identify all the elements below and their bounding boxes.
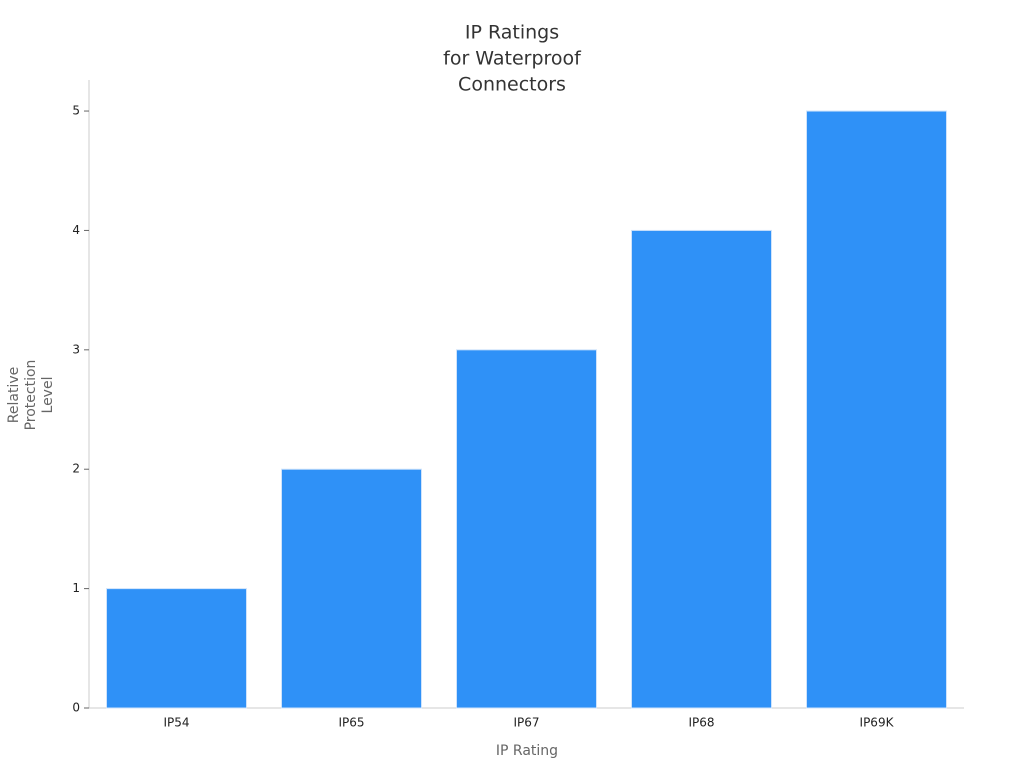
y-tick-label: 5: [72, 104, 80, 118]
y-tick-label: 0: [72, 701, 80, 715]
y-tick-label: 2: [72, 462, 80, 476]
x-tick-label: IP67: [513, 716, 539, 730]
bar: [456, 349, 597, 709]
y-tick-label: 3: [72, 342, 80, 356]
y-tick-label: 4: [72, 223, 80, 237]
bar: [631, 229, 772, 709]
y-axis-label: Protection: [23, 360, 39, 431]
chart-title: Connectors: [458, 74, 566, 96]
y-axis-label: Level: [40, 377, 56, 414]
bar: [106, 588, 247, 709]
chart-title: for Waterproof: [443, 48, 582, 70]
bar: [806, 110, 947, 709]
bar: [281, 468, 422, 709]
x-tick-label: IP65: [338, 716, 364, 730]
x-tick-label: IP54: [163, 716, 189, 730]
chart-title: IP Ratings: [465, 22, 559, 44]
y-axis-label: Relative: [6, 367, 22, 423]
x-tick-label: IP69K: [860, 716, 895, 730]
x-tick-label: IP68: [688, 716, 714, 730]
y-tick-label: 1: [72, 581, 80, 595]
x-axis-label: IP Rating: [496, 743, 558, 759]
